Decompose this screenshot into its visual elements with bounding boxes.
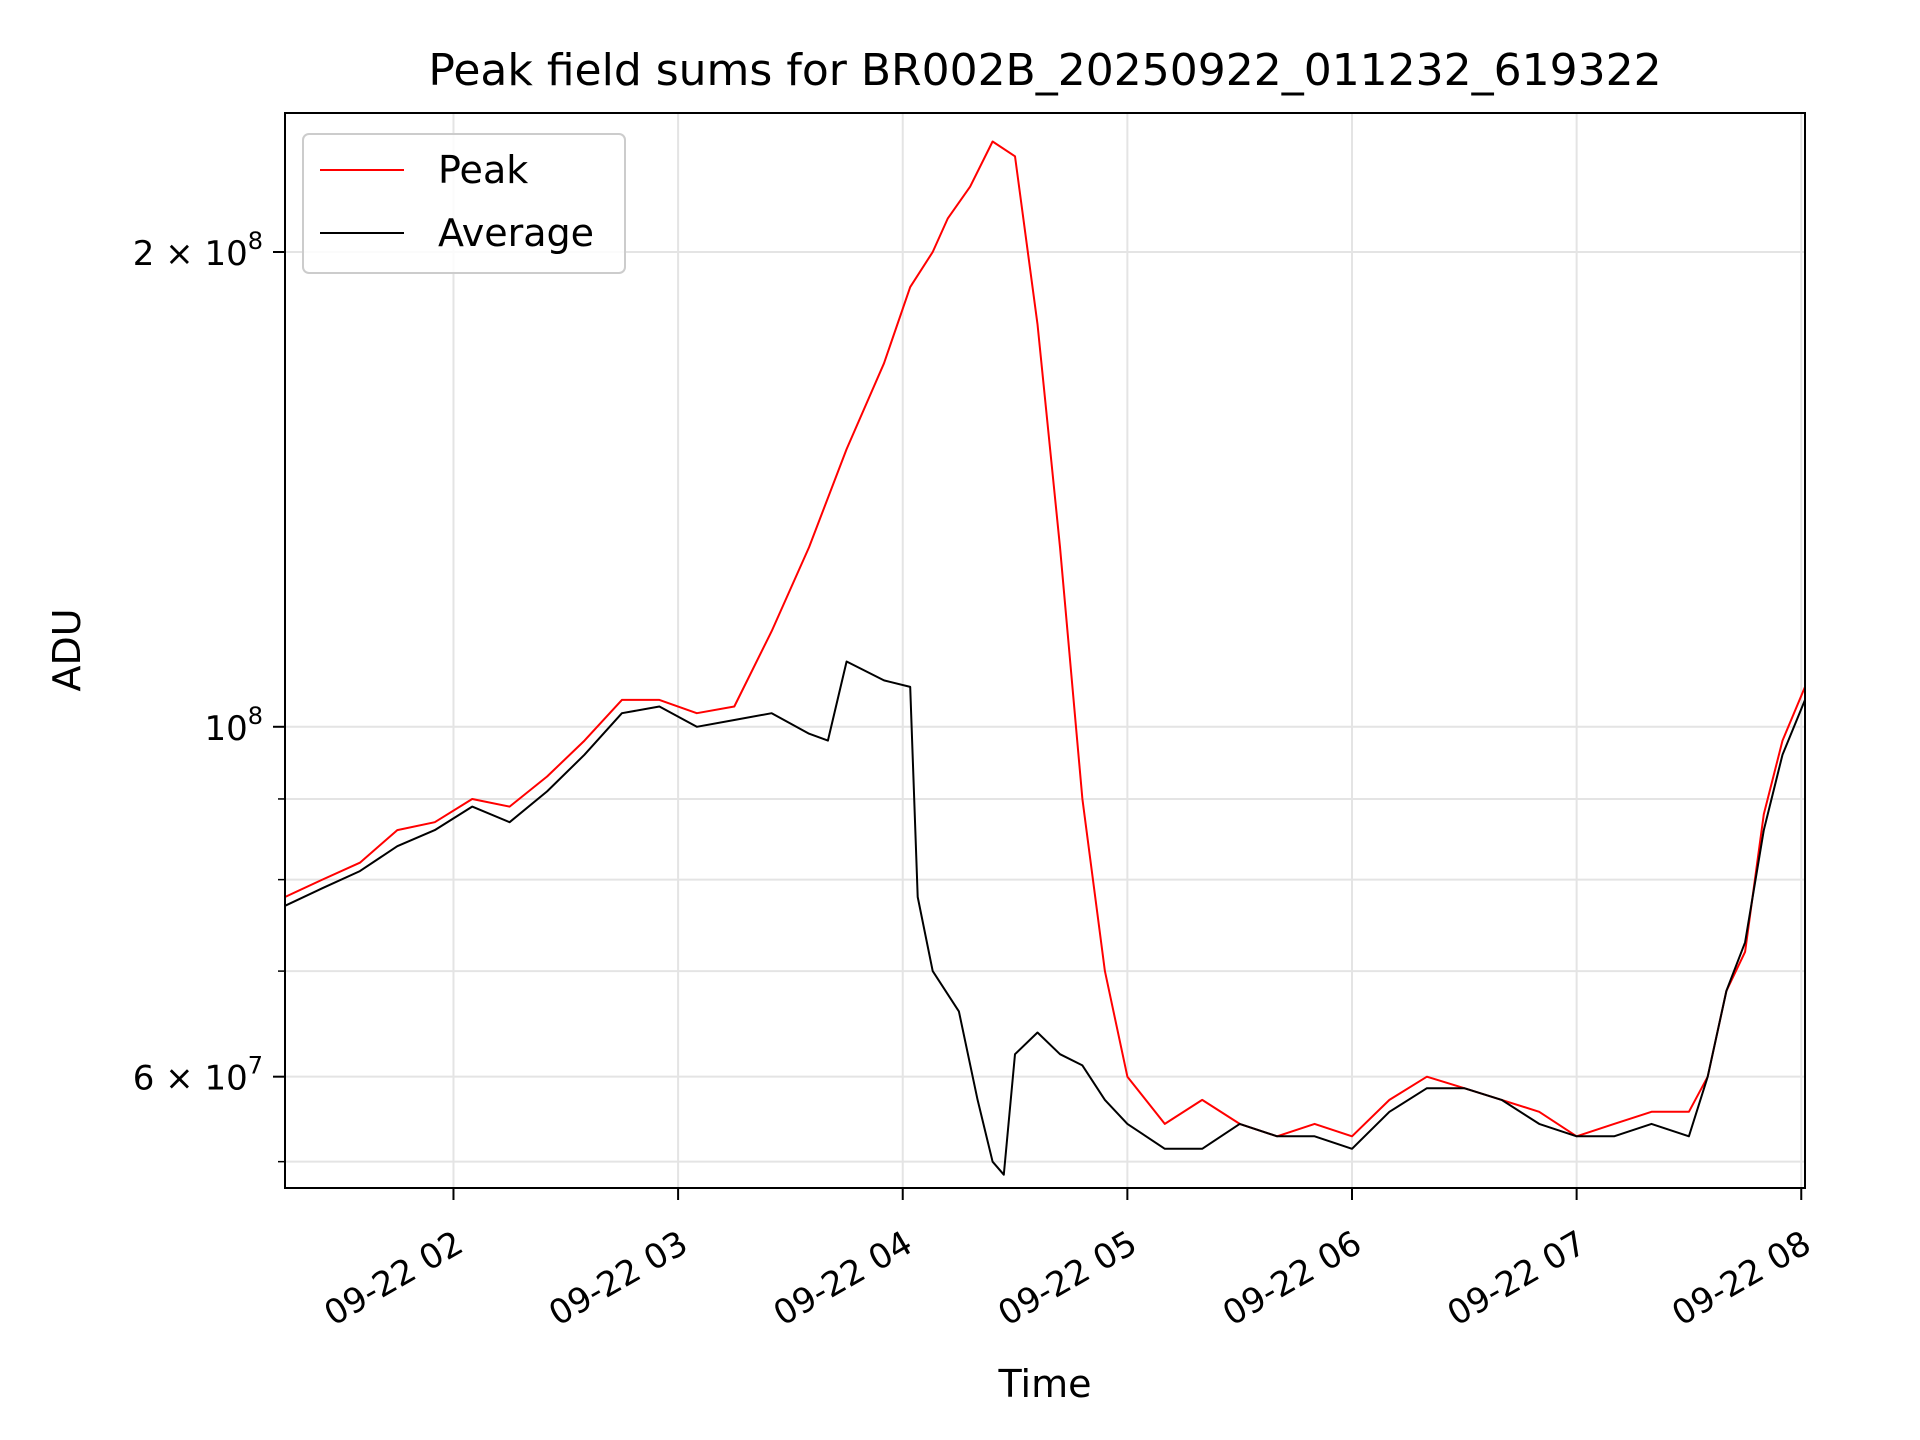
x-axis-label: Time xyxy=(998,1362,1092,1406)
plot-frame xyxy=(284,112,1806,1189)
y-tick-label: 108 xyxy=(204,702,263,749)
legend-label-peak: Peak xyxy=(438,148,528,192)
chart-title: Peak field sums for BR002B_20250922_0112… xyxy=(428,45,1661,96)
series-line-peak xyxy=(284,140,1806,1138)
y-axis-label: ADU xyxy=(45,608,89,691)
series-lines xyxy=(284,140,1806,1176)
series-line-average xyxy=(284,660,1806,1176)
y-tick-label: 6 × 107 xyxy=(133,1052,263,1099)
legend: Peak Average xyxy=(302,133,626,274)
y-tick-label: 2 × 108 xyxy=(133,227,263,274)
legend-label-average: Average xyxy=(438,211,594,255)
legend-box xyxy=(302,133,626,274)
